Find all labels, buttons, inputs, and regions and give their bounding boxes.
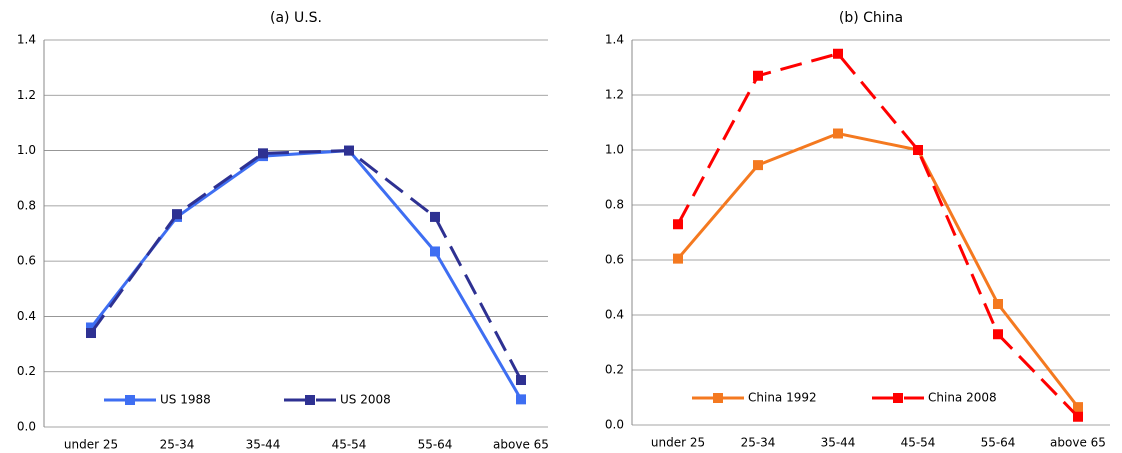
x-tick-label: above 65 bbox=[1050, 436, 1106, 450]
data-point bbox=[753, 70, 763, 81]
y-tick-label: 0.8 bbox=[605, 198, 624, 212]
data-point bbox=[1073, 402, 1083, 413]
data-point bbox=[430, 246, 440, 257]
data-point bbox=[172, 209, 182, 220]
legend-label: China 1992 bbox=[748, 391, 817, 405]
data-point bbox=[833, 48, 843, 59]
x-tick-label: under 25 bbox=[651, 436, 705, 450]
data-point bbox=[86, 322, 96, 333]
series-line bbox=[676, 131, 1080, 409]
data-point bbox=[516, 394, 526, 405]
data-point bbox=[913, 145, 923, 155]
y-tick-label: 0.0 bbox=[17, 420, 36, 434]
data-point bbox=[753, 160, 763, 171]
data-point bbox=[86, 328, 96, 339]
y-tick-label: 0.4 bbox=[17, 309, 36, 323]
data-point bbox=[430, 211, 440, 222]
chart-title: (b) China bbox=[839, 10, 903, 26]
data-point bbox=[993, 299, 1003, 309]
x-tick-label: under 25 bbox=[64, 438, 118, 452]
y-tick-label: 0.4 bbox=[605, 308, 624, 322]
data-point bbox=[833, 128, 843, 139]
y-tick-label: 1.2 bbox=[605, 88, 624, 102]
series-line bbox=[89, 149, 523, 381]
x-tick-label: 25-34 bbox=[160, 438, 195, 452]
legend-marker bbox=[893, 393, 903, 403]
data-point bbox=[516, 375, 526, 386]
legend-marker bbox=[125, 395, 135, 405]
x-tick-label: 55-64 bbox=[418, 438, 453, 452]
y-tick-label: 0.2 bbox=[605, 363, 624, 377]
data-point bbox=[993, 329, 1003, 340]
x-tick-label: 35-44 bbox=[246, 438, 281, 452]
y-tick-label: 0.8 bbox=[17, 198, 36, 212]
y-tick-label: 1.4 bbox=[605, 33, 624, 47]
y-tick-label: 1.4 bbox=[17, 33, 36, 47]
y-tick-label: 0.6 bbox=[17, 254, 36, 268]
legend-marker bbox=[305, 395, 315, 405]
x-tick-label: 55-64 bbox=[981, 436, 1016, 450]
y-tick-label: 0.6 bbox=[605, 253, 624, 267]
x-tick-label: 25-34 bbox=[741, 436, 776, 450]
y-tick-label: 1.2 bbox=[17, 88, 36, 102]
data-point bbox=[1073, 411, 1083, 422]
data-point bbox=[344, 145, 354, 156]
series-line bbox=[676, 52, 1080, 418]
x-tick-label: 45-54 bbox=[901, 436, 936, 450]
x-tick-label: above 65 bbox=[493, 438, 549, 452]
chart-title: (a) U.S. bbox=[270, 10, 322, 26]
legend-label: US 2008 bbox=[340, 393, 391, 407]
legend-label: US 1988 bbox=[160, 393, 211, 407]
y-tick-label: 1.0 bbox=[605, 143, 624, 157]
data-point bbox=[673, 253, 683, 264]
x-tick-label: 45-54 bbox=[332, 438, 367, 452]
data-point bbox=[258, 148, 268, 159]
x-tick-label: 35-44 bbox=[821, 436, 856, 450]
legend-label: China 2008 bbox=[928, 391, 997, 405]
y-tick-label: 0.0 bbox=[605, 418, 624, 432]
data-point bbox=[673, 219, 683, 230]
series-line bbox=[89, 149, 523, 401]
y-tick-label: 1.0 bbox=[17, 143, 36, 157]
legend-marker bbox=[713, 393, 723, 403]
y-tick-label: 0.2 bbox=[17, 364, 36, 378]
